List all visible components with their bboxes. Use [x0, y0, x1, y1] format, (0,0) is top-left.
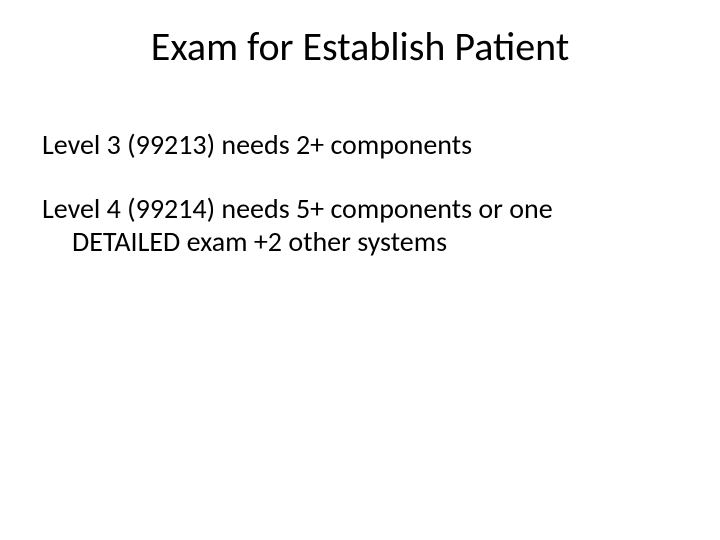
slide-body: Level 3 (99213) needs 2+ components Leve…: [42, 128, 678, 289]
slide: Exam for Establish Patient Level 3 (9921…: [0, 0, 720, 540]
paragraph-2-line-2: DETAILED exam +2 other systems: [42, 225, 678, 259]
paragraph-1-line-1: Level 3 (99213) needs 2+ components: [42, 128, 678, 162]
paragraph-2: Level 4 (99214) needs 5+ components or o…: [42, 192, 678, 259]
paragraph-2-line-1: Level 4 (99214) needs 5+ components or o…: [42, 192, 678, 226]
slide-title: Exam for Establish Patient: [0, 22, 720, 71]
paragraph-1: Level 3 (99213) needs 2+ components: [42, 128, 678, 162]
